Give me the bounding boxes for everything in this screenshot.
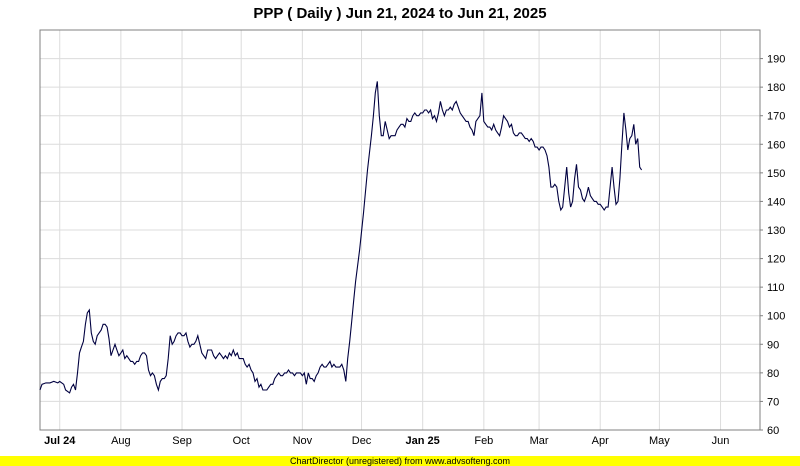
y-tick-label: 140 bbox=[767, 196, 785, 208]
y-tick-label: 90 bbox=[767, 339, 779, 351]
y-tick-label: 160 bbox=[767, 139, 785, 151]
y-tick-label: 130 bbox=[767, 225, 785, 237]
y-tick-label: 110 bbox=[767, 282, 785, 294]
x-tick-label: Mar bbox=[530, 435, 549, 447]
x-tick-label: Apr bbox=[592, 435, 609, 447]
x-tick-label: Jun bbox=[712, 435, 730, 447]
y-tick-label: 180 bbox=[767, 82, 785, 94]
x-tick-label: May bbox=[649, 435, 670, 447]
footer-watermark: ChartDirector (unregistered) from www.ad… bbox=[0, 456, 800, 466]
y-axis: 60 70 80 90 100 110 120 130 140 150 160 170 180 190 bbox=[760, 54, 785, 437]
grid-lines bbox=[40, 30, 760, 431]
x-tick-label: Jan 25 bbox=[406, 435, 440, 447]
x-tick-label: Sep bbox=[172, 435, 192, 447]
chart-title: PPP ( Daily ) Jun 21, 2024 to Jun 21, 20… bbox=[253, 5, 546, 22]
x-tick-label: Feb bbox=[474, 435, 493, 447]
y-tick-label: 170 bbox=[767, 111, 785, 123]
y-tick-label: 100 bbox=[767, 311, 785, 323]
x-axis: Jul 24 Aug Sep Oct Nov Dec Jan 25 Feb Mar Apr May J… bbox=[44, 435, 729, 447]
x-tick-label: Jul 24 bbox=[44, 435, 76, 447]
y-tick-label: 70 bbox=[767, 396, 779, 408]
x-tick-label: Aug bbox=[111, 435, 131, 447]
price-chart: PPP ( Daily ) Jun 21, 2024 to Jun 21, 20… bbox=[39, 5, 785, 447]
x-tick-label: Dec bbox=[352, 435, 372, 447]
x-tick-label: Oct bbox=[233, 435, 250, 447]
y-tick-label: 190 bbox=[767, 54, 785, 66]
y-tick-label: 80 bbox=[767, 368, 779, 380]
price-series-line bbox=[39, 81, 643, 394]
x-tick-label: Nov bbox=[293, 435, 313, 447]
y-tick-label: 150 bbox=[767, 168, 785, 180]
y-tick-label: 60 bbox=[767, 425, 779, 437]
y-tick-label: 120 bbox=[767, 254, 785, 266]
